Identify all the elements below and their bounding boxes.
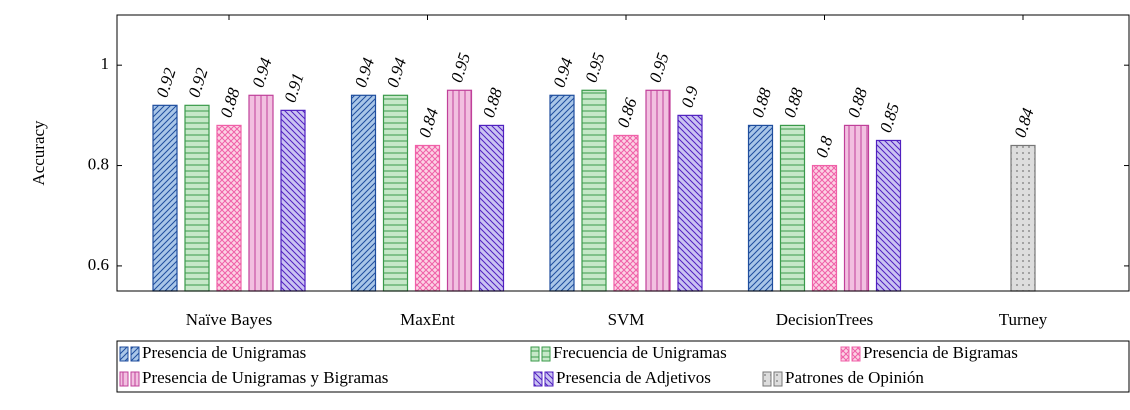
bar bbox=[248, 94, 274, 292]
data-label: 0.94 bbox=[248, 55, 275, 90]
legend-swatch bbox=[840, 346, 850, 362]
legend-swatch bbox=[851, 346, 861, 362]
bar bbox=[184, 104, 210, 292]
legend-box bbox=[116, 340, 1130, 393]
data-label: 0.88 bbox=[780, 85, 807, 120]
bar bbox=[446, 89, 473, 292]
legend-swatch bbox=[762, 371, 772, 387]
data-label: 0.88 bbox=[844, 85, 871, 120]
bar bbox=[350, 94, 377, 292]
data-label: 0.88 bbox=[748, 85, 775, 120]
y-tick-label: 0.6 bbox=[88, 255, 109, 274]
data-label: 0.86 bbox=[613, 95, 640, 130]
bar bbox=[478, 124, 505, 292]
bar bbox=[843, 124, 870, 292]
legend-label: Presencia de Bigramas bbox=[863, 343, 1018, 362]
bar bbox=[747, 124, 774, 292]
data-label: 0.94 bbox=[351, 55, 378, 90]
data-label: 0.95 bbox=[447, 51, 474, 85]
x-tick-label: MaxEnt bbox=[400, 310, 455, 329]
data-label: 0.88 bbox=[216, 85, 243, 120]
bar bbox=[1010, 144, 1036, 292]
bar bbox=[613, 134, 639, 292]
data-label: 0.85 bbox=[876, 101, 903, 135]
legend-swatch bbox=[119, 346, 129, 362]
data-label: 0.95 bbox=[581, 51, 608, 85]
legend-swatch bbox=[544, 371, 554, 387]
bar bbox=[280, 109, 306, 292]
y-tick-label: 0.8 bbox=[88, 154, 109, 173]
x-tick-label: Naïve Bayes bbox=[186, 310, 272, 329]
y-tick-label: 1 bbox=[101, 54, 110, 73]
data-label: 0.8 bbox=[812, 133, 837, 160]
x-tick-label: SVM bbox=[608, 310, 645, 329]
data-label: 0.9 bbox=[677, 83, 702, 110]
data-label: 0.84 bbox=[1010, 105, 1037, 140]
bar bbox=[581, 89, 607, 292]
bar bbox=[414, 144, 441, 292]
legend-label: Frecuencia de Unigramas bbox=[553, 343, 727, 362]
bar bbox=[382, 94, 409, 292]
legend-label: Presencia de Unigramas bbox=[142, 343, 306, 362]
bar bbox=[779, 124, 806, 292]
x-tick-label: DecisionTrees bbox=[776, 310, 874, 329]
data-label: 0.88 bbox=[479, 85, 506, 120]
legend-swatch bbox=[130, 371, 140, 387]
bar bbox=[645, 89, 671, 292]
legend-swatch bbox=[533, 371, 543, 387]
plot-frame bbox=[116, 14, 1130, 292]
data-label: 0.92 bbox=[152, 65, 179, 100]
bar bbox=[216, 124, 242, 292]
bar bbox=[677, 114, 703, 292]
bar bbox=[875, 139, 902, 292]
data-label: 0.91 bbox=[280, 71, 307, 105]
x-tick-label: Turney bbox=[999, 310, 1048, 329]
bar bbox=[549, 94, 575, 292]
data-label: 0.92 bbox=[184, 65, 211, 100]
bar bbox=[152, 104, 178, 292]
legend-label: Patrones de Opinión bbox=[785, 368, 924, 387]
legend-swatch bbox=[530, 346, 540, 362]
legend-swatch bbox=[130, 346, 140, 362]
legend-swatch bbox=[541, 346, 551, 362]
data-label: 0.95 bbox=[645, 51, 672, 85]
data-label: 0.94 bbox=[383, 55, 410, 90]
legend-swatch bbox=[119, 371, 129, 387]
legend-label: Presencia de Unigramas y Bigramas bbox=[142, 368, 388, 387]
data-label: 0.94 bbox=[549, 55, 576, 90]
bar bbox=[811, 164, 838, 292]
y-axis-label: Accuracy bbox=[29, 120, 48, 186]
legend-swatch bbox=[773, 371, 783, 387]
data-label: 0.84 bbox=[415, 105, 442, 140]
legend-label: Presencia de Adjetivos bbox=[556, 368, 711, 387]
